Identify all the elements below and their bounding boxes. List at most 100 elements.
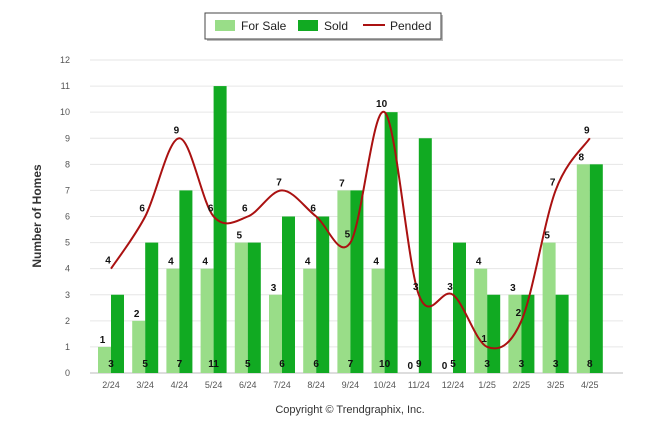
data-label-for-sale: 2 xyxy=(134,309,140,320)
data-label-pended: 6 xyxy=(310,204,316,215)
bar-for-sale xyxy=(576,164,590,373)
bar-for-sale xyxy=(474,268,488,373)
bar-sold xyxy=(384,112,398,374)
bar-sold xyxy=(247,242,261,373)
data-label-pended: 10 xyxy=(376,99,388,110)
data-label-sold: 8 xyxy=(587,359,593,370)
data-label-sold: 10 xyxy=(379,359,391,370)
y-tick-label: 5 xyxy=(65,238,70,248)
data-label-sold: 3 xyxy=(484,359,490,370)
x-tick-label: 10/24 xyxy=(373,380,396,390)
data-label-pended: 5 xyxy=(345,230,351,241)
x-axis-ticks: 2/24 3/24 4/24 5/24 6/24 7/24 8/24 9/24 10/24 11/… xyxy=(102,380,598,390)
legend-box xyxy=(204,12,442,40)
data-label-sold: 7 xyxy=(177,359,183,370)
data-label-for-sale: 7 xyxy=(339,178,345,189)
data-label-sold: 3 xyxy=(108,359,114,370)
data-label-sold: 9 xyxy=(416,359,422,370)
data-label-sold: 11 xyxy=(208,359,219,370)
bar-sold xyxy=(487,294,501,373)
data-label-pended: 9 xyxy=(174,125,180,136)
y-tick-label: 9 xyxy=(65,133,70,143)
bar-for-sale xyxy=(234,242,248,373)
data-label-pended: 6 xyxy=(208,204,214,215)
data-label-sold: 5 xyxy=(142,359,148,370)
bar-for-sale xyxy=(98,346,111,373)
data-label-for-sale: 0 xyxy=(442,361,448,372)
data-label-for-sale: 5 xyxy=(544,231,550,242)
data-label-pended: 7 xyxy=(276,177,282,188)
data-label-sold: 7 xyxy=(348,359,354,370)
data-label-for-sale: 3 xyxy=(510,283,516,294)
data-label-for-sale: 5 xyxy=(237,231,243,242)
y-tick-label: 11 xyxy=(61,81,70,91)
y-axis-label: Number of Homes xyxy=(30,164,44,268)
data-label-pended: 2 xyxy=(516,308,522,319)
x-tick-label: 2/24 xyxy=(102,380,120,390)
y-tick-label: 10 xyxy=(60,107,70,117)
bar-for-sale xyxy=(200,268,214,373)
x-tick-label: 2/25 xyxy=(513,380,531,390)
data-label-pended: 9 xyxy=(584,125,590,136)
data-label-sold: 5 xyxy=(450,359,456,370)
data-label-for-sale: 4 xyxy=(476,257,482,268)
x-tick-label: 5/24 xyxy=(205,380,223,390)
x-tick-label: 12/24 xyxy=(442,380,465,390)
y-tick-label: 0 xyxy=(65,368,70,378)
bar-sold xyxy=(555,294,569,373)
x-tick-label: 3/25 xyxy=(547,380,565,390)
data-label-for-sale: 4 xyxy=(305,257,311,268)
data-label-for-sale: 3 xyxy=(271,283,277,294)
data-label-sold: 6 xyxy=(279,359,285,370)
bar-sold xyxy=(111,294,124,373)
data-labels: 1 2 4 4 5 3 4 7 4 0 0 4 3 5 8 3 5 7 11 5 6 6 7 10 9 5 3 3 3 8 4 6 9 6 6 7 6 5… xyxy=(100,99,593,372)
data-label-sold: 3 xyxy=(553,359,559,370)
data-label-sold: 3 xyxy=(519,359,525,370)
x-tick-label: 11/24 xyxy=(408,380,430,390)
data-label-for-sale: 4 xyxy=(202,257,208,268)
y-tick-label: 2 xyxy=(65,316,70,326)
x-tick-label: 1/25 xyxy=(478,380,496,390)
data-label-for-sale: 4 xyxy=(373,257,379,268)
data-label-pended: 7 xyxy=(550,177,556,188)
bar-sold xyxy=(418,138,432,373)
bar-for-sale xyxy=(269,294,282,373)
legend-label-pended: Pended xyxy=(390,19,431,33)
y-tick-label: 8 xyxy=(65,159,70,169)
bar-sold xyxy=(145,242,159,373)
bar-for-sale xyxy=(337,190,351,373)
data-label-pended: 4 xyxy=(105,256,111,267)
data-label-pended: 1 xyxy=(481,334,487,345)
legend-label-sold: Sold xyxy=(324,19,348,33)
y-tick-label: 3 xyxy=(65,290,70,300)
x-tick-label: 7/24 xyxy=(273,380,291,390)
bar-sold xyxy=(589,164,603,373)
series-line-pended xyxy=(110,111,591,350)
data-label-sold: 6 xyxy=(313,359,319,370)
data-label-for-sale: 0 xyxy=(408,361,414,372)
data-label-sold: 5 xyxy=(245,359,251,370)
legend: For Sale Sold Pended xyxy=(204,12,443,41)
data-label-pended: 3 xyxy=(413,282,419,293)
x-tick-label: 8/24 xyxy=(307,380,325,390)
data-label-for-sale: 4 xyxy=(168,257,174,268)
bar-for-sale xyxy=(542,242,556,373)
x-tick-label: 4/24 xyxy=(171,380,189,390)
data-label-for-sale: 8 xyxy=(579,152,585,163)
data-label-pended: 6 xyxy=(139,204,145,215)
bar-sold xyxy=(316,216,330,373)
y-tick-label: 6 xyxy=(65,212,70,222)
x-tick-label: 4/25 xyxy=(581,380,599,390)
legend-swatch-for-sale xyxy=(215,20,235,31)
bar-for-sale xyxy=(371,268,385,373)
bar-sold xyxy=(282,216,295,373)
bar-for-sale xyxy=(132,320,146,373)
y-tick-label: 7 xyxy=(65,185,70,195)
x-tick-label: 9/24 xyxy=(342,380,360,390)
bar-sold xyxy=(350,190,364,373)
legend-label-for-sale: For Sale xyxy=(241,19,287,33)
y-tick-label: 12 xyxy=(60,55,70,65)
legend-swatch-sold xyxy=(298,20,318,31)
x-tick-label: 3/24 xyxy=(136,380,154,390)
